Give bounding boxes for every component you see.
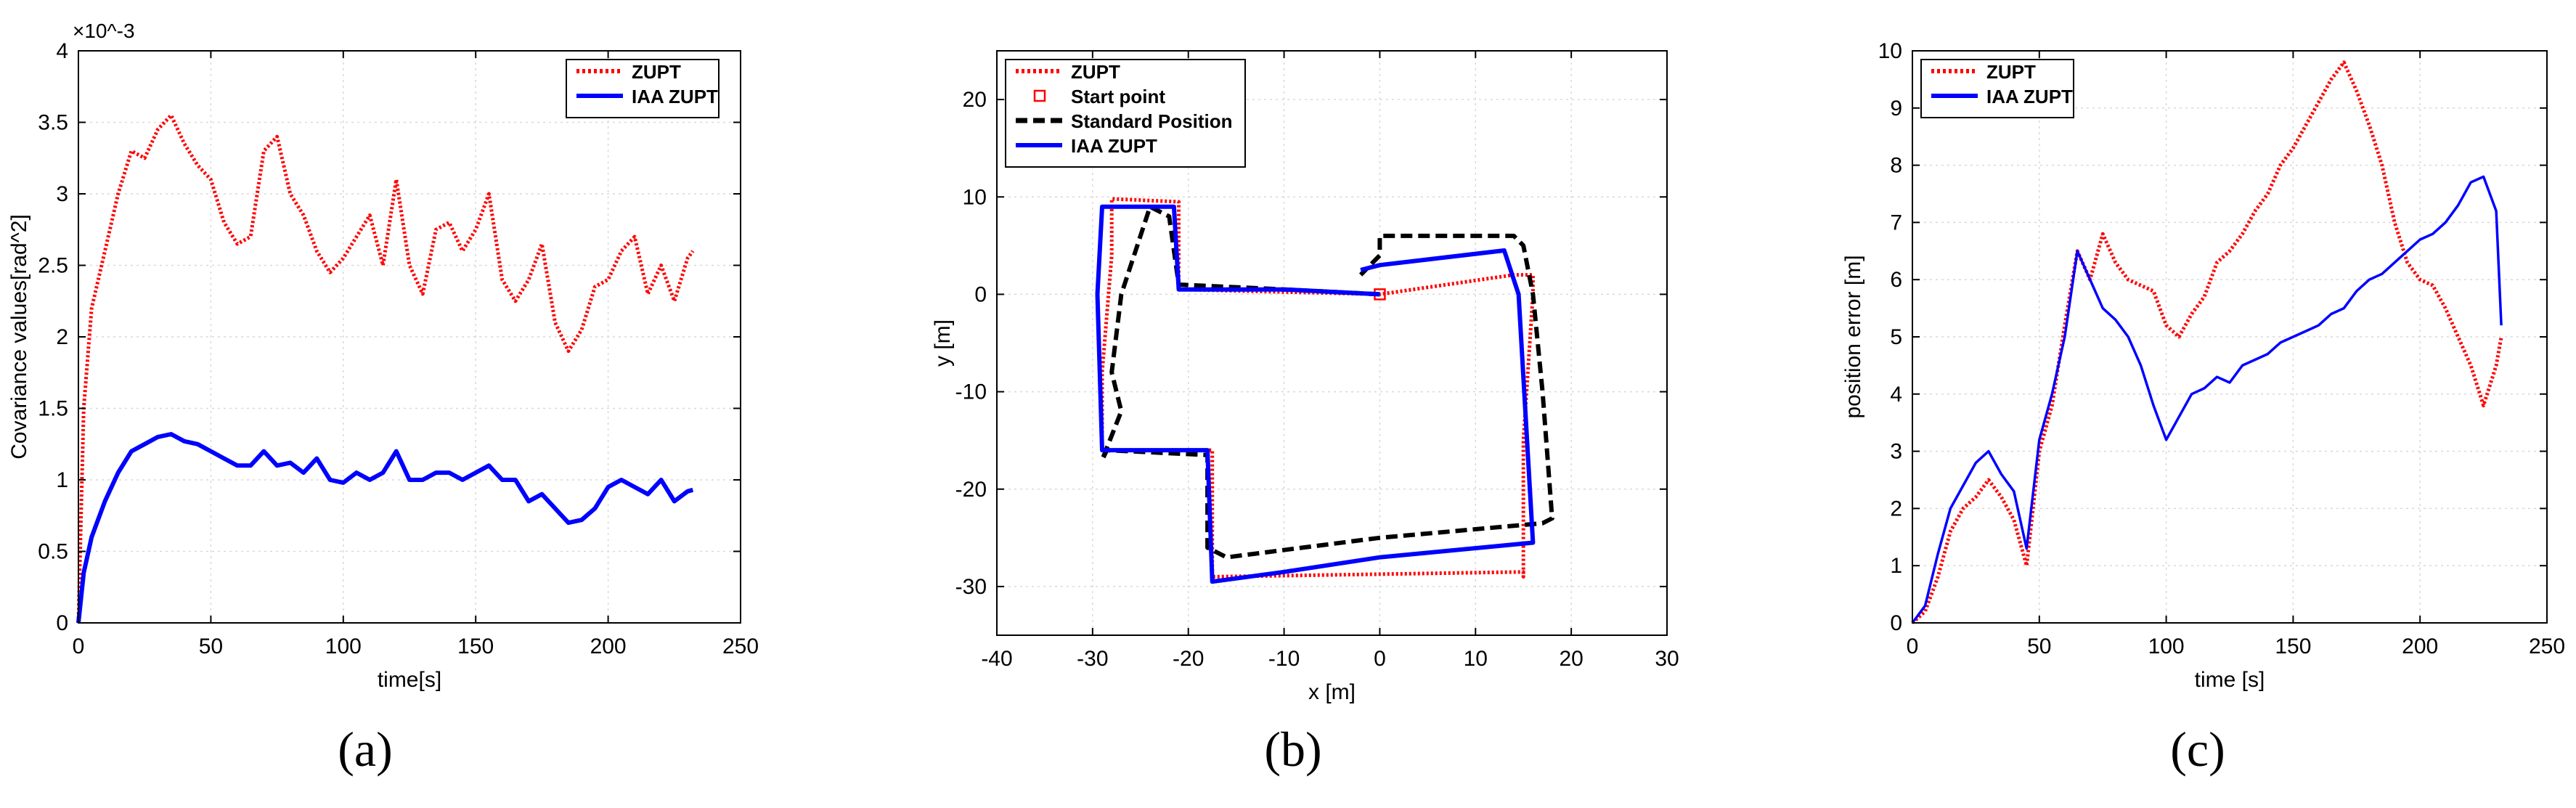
y-tick-label: 8 (1890, 154, 1902, 178)
x-tick-label: 0 (73, 634, 85, 658)
chart-panel-b: -40 -30 -20 -10 0 10 20 30 -30 -20 -10 0 10 20 x [m] y … (931, 50, 1679, 777)
y-tick-label: 0 (56, 611, 68, 635)
y-tick-label: 3 (1890, 440, 1902, 464)
x-tick-label: 200 (590, 634, 627, 658)
x-tick-label: 50 (2027, 634, 2051, 658)
legend-label: IAA ZUPT (632, 86, 718, 107)
series-line-iaa-zupt (1911, 175, 2503, 624)
x-tick-label: 100 (2148, 634, 2185, 658)
y-tick-label: 1.5 (38, 397, 68, 421)
legend-label: IAA ZUPT (1071, 135, 1157, 157)
y-tick-label: -20 (955, 478, 987, 502)
legend-label: Standard Position (1071, 110, 1232, 132)
series-line-iaa-zupt (76, 432, 694, 624)
legend-box (1920, 59, 2074, 118)
legend-label: ZUPT (1071, 61, 1120, 83)
x-tick-label: 250 (2529, 634, 2565, 658)
legend-box (566, 59, 720, 118)
y-tick-label: 7 (1890, 211, 1902, 234)
x-axis-label: time[s] (378, 668, 441, 692)
series-line-zupt (76, 113, 695, 624)
series-line-zupt (1100, 197, 1535, 579)
legend-label: IAA ZUPT (1986, 86, 2073, 107)
x-tick-label: 150 (457, 634, 494, 658)
x-tick-label: -40 (981, 647, 1012, 671)
y-tick-label: 0 (974, 282, 987, 306)
x-tick-label: -10 (1268, 647, 1300, 671)
y-tick-label: 2 (1890, 497, 1902, 521)
x-tick-label: 100 (325, 634, 362, 658)
y-tick-label: -10 (955, 380, 987, 404)
x-axis-label: time [s] (2195, 668, 2265, 692)
legend-label: Start point (1071, 86, 1165, 107)
panel-caption: (b) (1264, 722, 1321, 777)
x-tick-label: 200 (2402, 634, 2438, 658)
y-tick-label: 5 (1890, 325, 1902, 349)
x-tick-label: 0 (1907, 634, 1919, 658)
legend: ZUPT IAA ZUPT (1920, 59, 2074, 118)
y-tick-label: 2.5 (38, 254, 68, 278)
plot-border (996, 50, 1668, 636)
panel-caption: (c) (2170, 722, 2225, 777)
legend-label: ZUPT (632, 61, 681, 83)
y-tick-label: 9 (1890, 97, 1902, 121)
x-tick-label: 50 (199, 634, 223, 658)
chart-panel-c: 0 50 100 150 200 250 0 1 2 3 4 5 6 7 8 9 10 time [s] posit… (1841, 39, 2565, 777)
legend-label: ZUPT (1986, 61, 2036, 83)
y-tick-label: 3.5 (38, 111, 68, 135)
panel-caption: (a) (338, 722, 392, 777)
legend-marker (1033, 89, 1046, 102)
x-tick-label: 150 (2275, 634, 2311, 658)
y-tick-label: 20 (963, 88, 987, 112)
y-tick-label: 4 (56, 39, 68, 63)
y-tick-label: 10 (963, 185, 987, 209)
y-tick-label: 10 (1878, 39, 1902, 63)
legend: ZUPT Start point Standard Position IAA ZUPT (1005, 59, 1246, 168)
x-tick-label: 30 (1655, 647, 1679, 671)
series-line-zupt (1911, 60, 2503, 624)
y-tick-label: 1 (1890, 554, 1902, 578)
y-tick-label: 0 (1890, 611, 1902, 635)
y-tick-label: -30 (955, 575, 987, 599)
y-axis-label: y [m] (931, 319, 955, 367)
y-axis-label: position error [m] (1841, 255, 1865, 418)
x-tick-label: 250 (722, 634, 759, 658)
y-tick-label: 4 (1890, 383, 1902, 407)
legend-box (1005, 59, 1246, 168)
series-line-iaa-zupt (1095, 204, 1536, 584)
x-axis-label: x [m] (1308, 680, 1356, 704)
x-tick-label: -30 (1077, 647, 1108, 671)
y-tick-label: 6 (1890, 268, 1902, 292)
series-line-standard-position (1100, 204, 1554, 560)
y-axis-label: Covariance values[rad^2] (7, 214, 31, 460)
x-tick-label: 10 (1464, 647, 1488, 671)
y-tick-label: 2 (56, 325, 68, 349)
x-tick-label: 20 (1559, 647, 1583, 671)
plot-area (1912, 51, 2547, 623)
chart-panel-a: 0 50 100 150 200 250 0 0.5 1 1.5 2 2.5 3 3.5 4 time[s] C… (7, 20, 759, 777)
x-tick-label: -20 (1173, 647, 1204, 671)
x-tick-label: 0 (1374, 647, 1386, 671)
legend: ZUPT IAA ZUPT (566, 59, 720, 118)
y-multiplier-label: ×10^-3 (73, 20, 135, 42)
y-tick-label: 3 (56, 182, 68, 206)
y-tick-label: 1 (56, 468, 68, 492)
y-tick-label: 0.5 (38, 540, 68, 564)
